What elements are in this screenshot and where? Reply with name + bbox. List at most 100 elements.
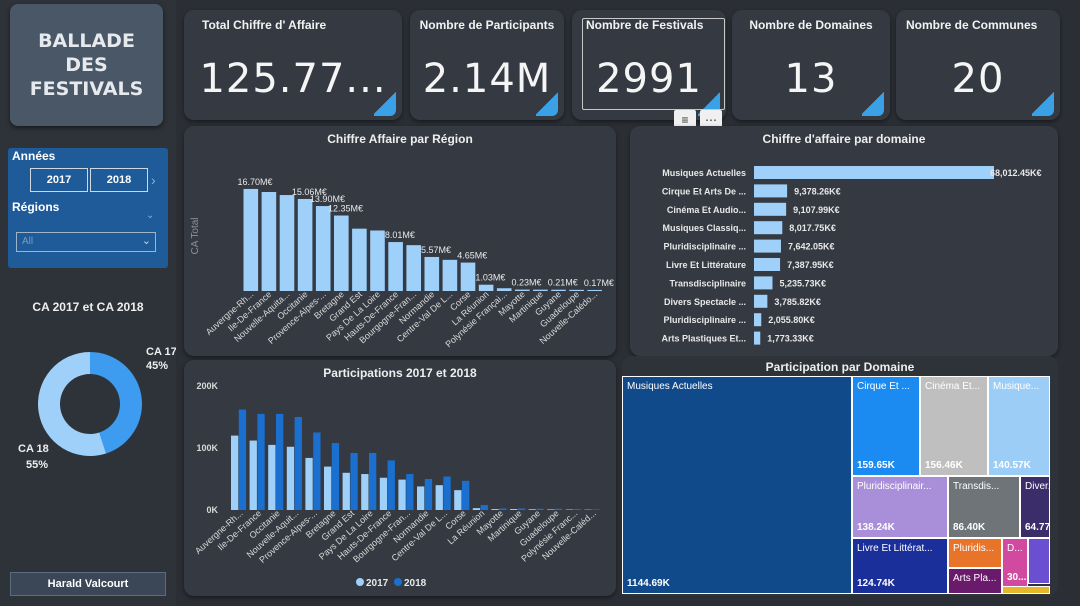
tile-label: Musique... bbox=[993, 381, 1040, 392]
data-label: 1,773.33K€ bbox=[767, 334, 814, 344]
bar bbox=[443, 476, 451, 510]
data-label: 4.65M€ bbox=[457, 251, 487, 261]
data-label: 7,387.95K€ bbox=[787, 260, 834, 270]
treemap-tile[interactable]: Musiques Actuelles 1144.69K bbox=[622, 376, 852, 594]
tile-value: 86.40K bbox=[953, 522, 986, 533]
bar bbox=[454, 490, 462, 510]
bar bbox=[398, 479, 406, 510]
y-tick-label: Divers Spectacle ... bbox=[664, 297, 746, 307]
bar bbox=[478, 284, 494, 291]
slice-label-value: 45% bbox=[146, 360, 168, 372]
data-label: 0.23M€ bbox=[512, 278, 542, 288]
kpi-title: Nombre de Communes bbox=[906, 18, 1038, 32]
y-tick-label: Pluridisciplinaire ... bbox=[663, 315, 746, 325]
tile-value: 64.77K bbox=[1025, 522, 1050, 533]
bar bbox=[276, 413, 284, 510]
bar bbox=[342, 472, 350, 510]
data-label: 0.17M€ bbox=[584, 278, 614, 288]
bar bbox=[387, 460, 395, 510]
treemap-tile[interactable] bbox=[1002, 586, 1050, 594]
year-2018-button[interactable]: 2018 bbox=[90, 168, 148, 192]
tile-label: Diver... bbox=[1025, 481, 1049, 492]
bar bbox=[331, 443, 340, 510]
bar bbox=[238, 409, 247, 510]
treemap-tile[interactable]: Pluridisciplinair... 138.24K bbox=[852, 476, 948, 538]
bar bbox=[754, 313, 762, 327]
treemap-tile[interactable]: Transdis... 86.40K bbox=[948, 476, 1020, 538]
bar bbox=[231, 435, 239, 510]
treemap-tile[interactable]: D... 30... bbox=[1002, 538, 1028, 588]
ca-region-panel: Chiffre Affaire par Région CA Total 16.70… bbox=[184, 126, 616, 356]
y-tick-label: Livre Et Littérature bbox=[666, 260, 746, 270]
user-name-button[interactable]: Harald Valcourt bbox=[10, 572, 166, 596]
slice-label-name: CA 17 bbox=[146, 346, 176, 358]
tile-value: 138.24K bbox=[857, 522, 895, 533]
bar bbox=[510, 509, 518, 510]
chart-title: Chiffre d'affaire par domaine bbox=[762, 132, 926, 146]
bar bbox=[334, 215, 349, 291]
treemap-tile[interactable]: Cirque Et ... 159.65K bbox=[852, 376, 920, 476]
treemap-tile[interactable]: Arts Pla... bbox=[948, 568, 1002, 594]
data-label: 16.70M€ bbox=[238, 177, 273, 187]
kpi-festivals[interactable]: Nombre de Festivals 2991 bbox=[572, 10, 726, 120]
tile-label: Pluridis... bbox=[953, 543, 995, 554]
bar bbox=[569, 289, 584, 291]
kpi-accent bbox=[536, 90, 558, 116]
year-2017-button[interactable]: 2017 bbox=[30, 168, 88, 192]
treemap-tile[interactable]: Livre Et Littérat... 124.74K bbox=[852, 538, 948, 594]
data-label: 5,235.73K€ bbox=[779, 278, 826, 288]
treemap-tile[interactable]: Musique... 140.57K bbox=[988, 376, 1050, 476]
kpi-value: 125.77... bbox=[199, 56, 387, 102]
donut-slice bbox=[90, 352, 143, 454]
y-tick-label: 200K bbox=[196, 381, 218, 391]
bar bbox=[261, 192, 277, 291]
tile-label: D... bbox=[1007, 543, 1023, 554]
kpi-accent bbox=[862, 90, 884, 116]
bar bbox=[754, 166, 994, 179]
data-label: 1.03M€ bbox=[475, 273, 505, 283]
regions-dropdown[interactable]: All ⌄ bbox=[16, 232, 156, 252]
kpi-value: 20 bbox=[951, 56, 1005, 102]
bar bbox=[257, 413, 265, 510]
y-tick-label: 100K bbox=[196, 443, 218, 453]
y-tick-label: Musiques Actuelles bbox=[662, 168, 746, 178]
bar bbox=[515, 289, 530, 291]
bar bbox=[442, 259, 458, 291]
tile-label: Cinéma Et... bbox=[925, 381, 981, 392]
y-tick-label: Musiques Classiq... bbox=[662, 223, 746, 233]
regions-label: Régions bbox=[12, 200, 60, 214]
visual-focus-border bbox=[582, 18, 725, 110]
participations-chart: 0K100K200KAuvergne-Rh...Ile-De-FranceOcc… bbox=[193, 381, 600, 589]
treemap-tile[interactable] bbox=[1028, 538, 1050, 584]
kpi-communes: Nombre de Communes 20 bbox=[896, 10, 1060, 120]
bar bbox=[499, 508, 507, 510]
chevron-right-icon[interactable]: › bbox=[151, 172, 156, 188]
treemap-tile[interactable]: Diver... 64.77K bbox=[1020, 476, 1050, 538]
kpi-title: Nombre de Festivals bbox=[586, 18, 704, 32]
bar bbox=[305, 457, 313, 510]
y-tick-label: Arts Plastiques Et... bbox=[661, 334, 746, 344]
filter-icon[interactable]: ≡ bbox=[674, 110, 696, 130]
kpi-value: 2.14M bbox=[422, 56, 552, 102]
kpi-participants: Nombre de Participants 2.14M bbox=[410, 10, 564, 120]
bar bbox=[754, 239, 781, 253]
bar bbox=[379, 477, 388, 510]
tile-label: Arts Pla... bbox=[953, 573, 997, 584]
tile-value: 140.57K bbox=[993, 460, 1031, 471]
logo-text: BALLADE DES FESTIVALS bbox=[29, 30, 144, 100]
tile-value: 30... bbox=[1007, 572, 1027, 583]
more-options-icon[interactable]: ⋯ bbox=[700, 110, 722, 130]
treemap-tile[interactable]: Cinéma Et... 156.46K bbox=[920, 376, 988, 476]
kpi-domaines: Nombre de Domaines 13 bbox=[732, 10, 890, 120]
bar bbox=[406, 245, 421, 291]
bar bbox=[555, 508, 563, 510]
y-tick-label: Transdisciplinaire bbox=[669, 278, 746, 288]
bar bbox=[754, 202, 787, 216]
bar bbox=[592, 509, 600, 510]
legend-label: 2018 bbox=[404, 578, 427, 589]
chevron-down-icon[interactable]: ⌄ bbox=[146, 210, 155, 221]
treemap-tile[interactable]: Pluridis... bbox=[948, 538, 1002, 568]
bar bbox=[406, 474, 414, 510]
kpi-value: 2991 bbox=[596, 56, 702, 102]
bar bbox=[370, 230, 385, 291]
